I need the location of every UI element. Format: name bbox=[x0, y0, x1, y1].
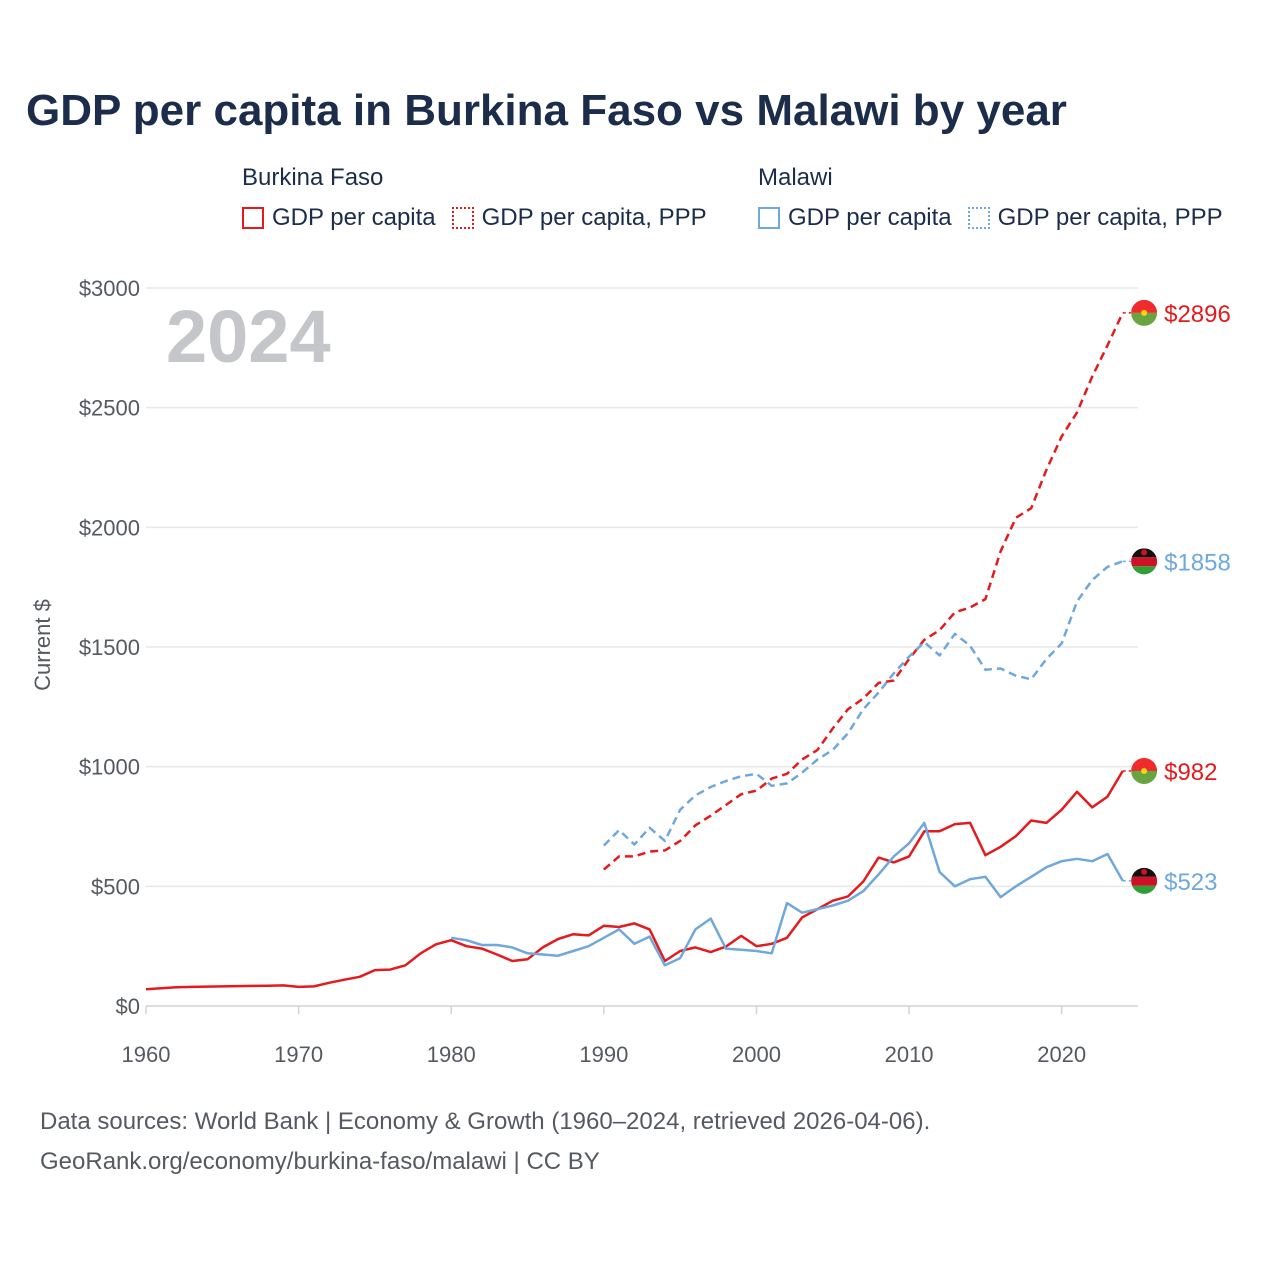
y-tick-label: $2000 bbox=[79, 515, 140, 540]
legend-item-mw-gdp-ppp[interactable]: GDP per capita, PPP bbox=[967, 204, 1223, 232]
legend-item-bf-gdp[interactable]: GDP per capita bbox=[242, 204, 436, 232]
malawi-flag-icon bbox=[1131, 867, 1158, 894]
malawi-flag-icon bbox=[1131, 548, 1158, 575]
footer-attribution: GeoRank.org/economy/burkina-faso/malawi … bbox=[40, 1148, 600, 1175]
x-tick-label: 1970 bbox=[274, 1042, 323, 1067]
legend-label: GDP per capita bbox=[788, 204, 952, 231]
legend-swatch-dotted-red bbox=[451, 207, 474, 229]
burkina-faso-flag-icon bbox=[1131, 757, 1158, 784]
legend-country-burkina-faso: Burkina Faso bbox=[242, 164, 384, 191]
chart-title: GDP per capita in Burkina Faso vs Malawi… bbox=[26, 86, 1067, 135]
x-tick-label: 1990 bbox=[579, 1042, 628, 1067]
x-tick-label: 1960 bbox=[122, 1042, 171, 1067]
y-tick-label: $2500 bbox=[79, 396, 140, 421]
legend-country-malawi: Malawi bbox=[758, 164, 833, 191]
end-value-label: $523 bbox=[1164, 869, 1217, 896]
legend-label: GDP per capita, PPP bbox=[997, 204, 1223, 231]
x-tick-label: 2010 bbox=[885, 1042, 934, 1067]
legend-item-bf-gdp-ppp[interactable]: GDP per capita, PPP bbox=[451, 204, 707, 232]
series-line-burkina-faso-gdp-per-capita-ppp[interactable] bbox=[602, 312, 1124, 871]
series-line-malawi-gdp-per-capita[interactable] bbox=[451, 821, 1124, 967]
series-line-malawi-gdp-per-capita-ppp[interactable] bbox=[602, 560, 1124, 847]
y-axis-label: Current $ bbox=[30, 599, 55, 691]
legend-group-burkina-faso: Burkina Faso GDP per capita GDP per capi… bbox=[242, 162, 723, 232]
legend-swatch-solid-blue bbox=[758, 207, 780, 229]
footer-sources: Data sources: World Bank | Economy & Gro… bbox=[40, 1108, 931, 1135]
y-tick-label: $0 bbox=[116, 994, 140, 1019]
legend-label: GDP per capita bbox=[272, 204, 436, 231]
y-tick-label: $1000 bbox=[79, 755, 140, 780]
end-value-label: $982 bbox=[1164, 759, 1217, 786]
end-value-label: $1858 bbox=[1164, 549, 1231, 576]
legend-swatch-dotted-blue bbox=[967, 207, 990, 229]
x-tick-label: 1980 bbox=[427, 1042, 476, 1067]
y-tick-label: $1500 bbox=[79, 635, 140, 660]
series-line-burkina-faso-gdp-per-capita[interactable] bbox=[145, 770, 1124, 991]
year-watermark: 2024 bbox=[166, 295, 331, 378]
y-tick-label: $500 bbox=[91, 874, 140, 899]
end-value-label: $2896 bbox=[1164, 301, 1231, 328]
burkina-faso-flag-icon bbox=[1131, 299, 1158, 326]
x-tick-label: 2000 bbox=[732, 1042, 781, 1067]
legend-group-malawi: Malawi GDP per capita GDP per capita, PP… bbox=[758, 162, 1239, 232]
legend-swatch-solid-red bbox=[242, 207, 264, 229]
x-tick-label: 2020 bbox=[1037, 1042, 1086, 1067]
legend-item-mw-gdp[interactable]: GDP per capita bbox=[758, 204, 952, 232]
legend-label: GDP per capita, PPP bbox=[481, 204, 707, 231]
y-tick-label: $3000 bbox=[79, 276, 140, 301]
